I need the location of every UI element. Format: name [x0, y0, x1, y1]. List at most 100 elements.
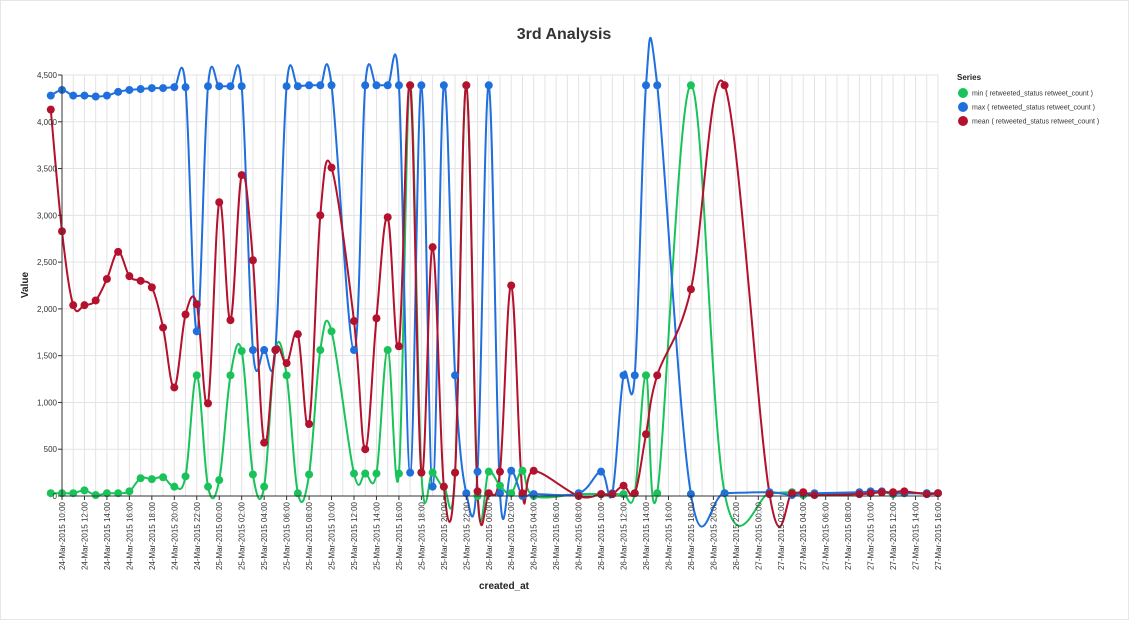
data-point-series-1[interactable] — [305, 81, 314, 90]
data-point-series-2[interactable] — [428, 243, 437, 252]
data-point-series-2[interactable] — [361, 445, 370, 454]
data-point-series-1[interactable] — [350, 346, 358, 355]
data-point-series-1[interactable] — [181, 83, 190, 92]
data-point-series-2[interactable] — [91, 296, 100, 305]
data-point-series-0[interactable] — [136, 474, 145, 483]
data-point-series-1[interactable] — [417, 81, 426, 90]
legend-marker-1[interactable] — [958, 102, 968, 112]
legend-marker-2[interactable] — [958, 116, 968, 126]
data-point-series-1[interactable] — [91, 92, 100, 101]
data-point-series-1[interactable] — [69, 91, 78, 100]
data-point-series-1[interactable] — [316, 81, 325, 90]
data-point-series-2[interactable] — [215, 198, 224, 207]
data-point-series-2[interactable] — [383, 213, 392, 222]
data-point-series-0[interactable] — [125, 487, 134, 496]
data-point-series-1[interactable] — [406, 468, 415, 477]
data-point-series-0[interactable] — [91, 491, 100, 500]
data-point-series-1[interactable] — [428, 482, 437, 491]
data-point-series-2[interactable] — [855, 490, 864, 499]
data-point-series-2[interactable] — [80, 301, 89, 310]
data-point-series-2[interactable] — [102, 274, 111, 283]
data-point-series-0[interactable] — [686, 81, 695, 90]
data-point-series-0[interactable] — [114, 489, 123, 498]
data-point-series-1[interactable] — [46, 91, 55, 100]
data-point-series-0[interactable] — [361, 469, 370, 478]
data-point-series-0[interactable] — [293, 489, 302, 498]
data-point-series-0[interactable] — [215, 476, 224, 485]
data-point-series-1[interactable] — [484, 81, 493, 90]
data-point-series-2[interactable] — [765, 490, 774, 499]
data-point-series-1[interactable] — [170, 83, 179, 92]
data-point-series-1[interactable] — [372, 81, 381, 90]
data-point-series-0[interactable] — [642, 371, 650, 380]
data-point-series-0[interactable] — [69, 489, 78, 498]
data-point-series-2[interactable] — [529, 466, 538, 475]
data-point-series-0[interactable] — [372, 469, 381, 478]
data-point-series-1[interactable] — [597, 467, 606, 476]
data-point-series-1[interactable] — [383, 81, 392, 90]
legend-marker-0[interactable] — [958, 88, 968, 98]
data-point-series-2[interactable] — [305, 419, 314, 428]
data-point-series-2[interactable] — [889, 488, 898, 497]
data-point-series-1[interactable] — [720, 489, 729, 498]
data-point-series-2[interactable] — [204, 399, 212, 408]
data-point-series-0[interactable] — [248, 470, 257, 479]
data-point-series-1[interactable] — [80, 91, 89, 100]
data-point-series-1[interactable] — [260, 346, 269, 355]
data-point-series-1[interactable] — [394, 81, 403, 90]
data-point-series-1[interactable] — [237, 82, 246, 91]
data-point-series-2[interactable] — [114, 247, 123, 256]
legend-label-0[interactable]: min ( retweeted_status retweet_count ) — [972, 91, 1093, 98]
data-point-series-2[interactable] — [192, 300, 201, 309]
data-point-series-2[interactable] — [653, 371, 662, 380]
data-point-series-1[interactable] — [192, 327, 201, 336]
data-point-series-2[interactable] — [462, 81, 471, 90]
data-point-series-2[interactable] — [237, 171, 246, 180]
data-point-series-2[interactable] — [69, 301, 78, 310]
data-point-series-1[interactable] — [215, 82, 224, 91]
data-point-series-2[interactable] — [417, 468, 426, 477]
data-point-series-2[interactable] — [934, 489, 942, 498]
data-point-series-2[interactable] — [170, 383, 179, 392]
data-point-series-2[interactable] — [394, 342, 403, 351]
data-point-series-2[interactable] — [327, 163, 336, 172]
data-point-series-0[interactable] — [518, 466, 527, 475]
data-point-series-1[interactable] — [642, 81, 650, 90]
data-point-series-1[interactable] — [327, 81, 336, 90]
data-point-series-0[interactable] — [226, 371, 235, 380]
data-point-series-0[interactable] — [350, 469, 358, 478]
data-point-series-1[interactable] — [462, 489, 471, 498]
data-point-series-1[interactable] — [136, 85, 145, 94]
data-point-series-2[interactable] — [181, 310, 190, 319]
data-point-series-2[interactable] — [799, 488, 808, 497]
legend-label-1[interactable]: max ( retweeted_status retweet_count ) — [972, 105, 1095, 112]
data-point-series-0[interactable] — [507, 489, 516, 498]
data-point-series-0[interactable] — [80, 486, 89, 495]
data-point-series-2[interactable] — [350, 317, 358, 326]
data-point-series-2[interactable] — [406, 81, 415, 90]
data-point-series-2[interactable] — [518, 489, 527, 498]
data-point-series-0[interactable] — [394, 469, 403, 478]
data-point-series-0[interactable] — [260, 482, 269, 491]
data-point-series-1[interactable] — [147, 84, 156, 93]
data-point-series-2[interactable] — [293, 330, 302, 339]
data-point-series-1[interactable] — [361, 81, 370, 90]
data-point-series-0[interactable] — [316, 346, 325, 355]
data-point-series-2[interactable] — [271, 346, 280, 355]
data-point-series-0[interactable] — [102, 489, 111, 498]
data-point-series-1[interactable] — [630, 371, 639, 380]
data-point-series-1[interactable] — [226, 82, 235, 91]
data-point-series-0[interactable] — [159, 473, 168, 482]
data-point-series-2[interactable] — [159, 323, 168, 332]
data-point-series-2[interactable] — [810, 491, 819, 500]
data-point-series-2[interactable] — [686, 285, 695, 294]
data-point-series-2[interactable] — [372, 314, 381, 323]
data-point-series-2[interactable] — [473, 487, 482, 496]
data-point-series-1[interactable] — [204, 82, 212, 91]
data-point-series-0[interactable] — [147, 475, 156, 484]
data-point-series-0[interactable] — [46, 489, 55, 498]
data-point-series-1[interactable] — [159, 84, 168, 93]
data-point-series-2[interactable] — [630, 489, 639, 498]
data-point-series-1[interactable] — [102, 91, 111, 100]
data-point-series-2[interactable] — [260, 438, 269, 447]
